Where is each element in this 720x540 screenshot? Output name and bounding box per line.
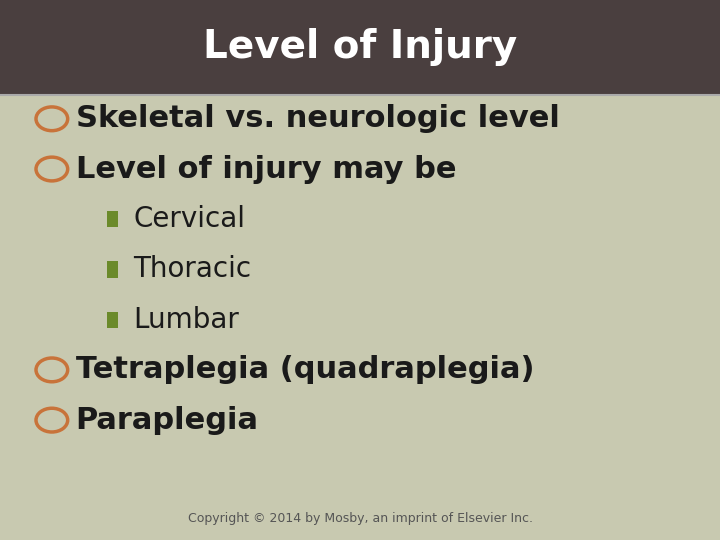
FancyBboxPatch shape (107, 211, 118, 227)
Text: Level of injury may be: Level of injury may be (76, 154, 456, 184)
Text: Skeletal vs. neurologic level: Skeletal vs. neurologic level (76, 104, 559, 133)
FancyBboxPatch shape (0, 0, 720, 94)
Text: Paraplegia: Paraplegia (76, 406, 258, 435)
Text: Lumbar: Lumbar (133, 306, 239, 334)
Text: Thoracic: Thoracic (133, 255, 251, 284)
Text: Copyright © 2014 by Mosby, an imprint of Elsevier Inc.: Copyright © 2014 by Mosby, an imprint of… (187, 512, 533, 525)
Text: Tetraplegia (quadraplegia): Tetraplegia (quadraplegia) (76, 355, 534, 384)
FancyBboxPatch shape (107, 261, 118, 278)
FancyBboxPatch shape (107, 312, 118, 328)
Text: Level of Injury: Level of Injury (203, 28, 517, 66)
Text: Cervical: Cervical (133, 205, 246, 233)
